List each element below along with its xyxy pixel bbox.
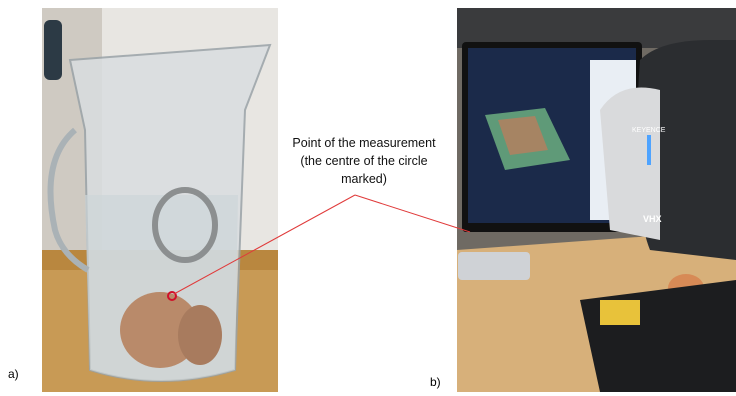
- photo-right: KEYENCE VHX: [457, 8, 736, 392]
- photo-left: [42, 8, 278, 392]
- pointer-line: [355, 195, 470, 232]
- device-brand: KEYENCE: [632, 127, 666, 134]
- annotation-text: Point of the measurement: [292, 136, 436, 150]
- panel-label: a): [8, 367, 19, 381]
- device-model: VHX: [643, 214, 662, 224]
- figure: KEYENCE VHX Point of the measurement (th…: [0, 0, 736, 396]
- panel-label: b): [430, 375, 441, 389]
- annotation-text: marked): [341, 172, 387, 186]
- annotation-text: (the centre of the circle: [300, 154, 427, 168]
